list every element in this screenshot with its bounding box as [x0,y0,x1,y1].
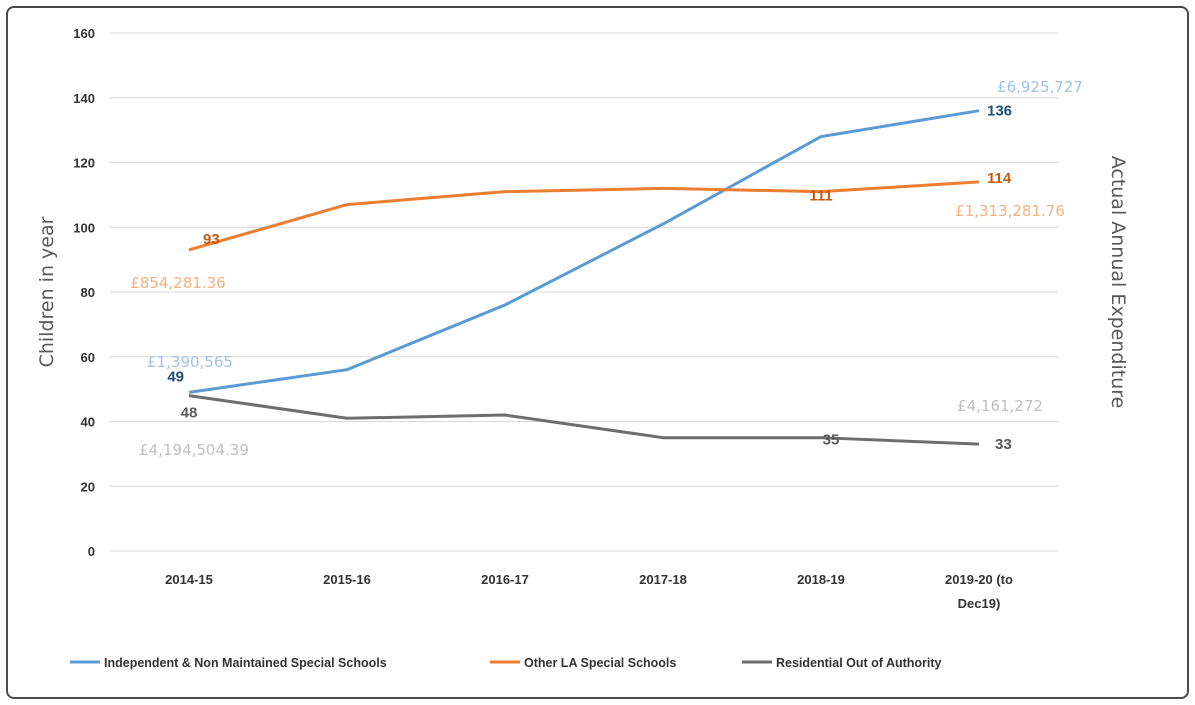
x-tick-label-line: 2016-17 [481,572,529,587]
y-tick-label: 20 [81,479,95,494]
y-tick-label: 140 [73,91,95,106]
y-tick-label: 120 [73,156,95,171]
secondary-axis-title: Actual Annual Expenditure [1107,156,1129,409]
x-tick-label: 2015-16 [323,572,371,587]
data-label: 93 [203,231,220,248]
data-label: 35 [823,432,840,449]
x-axis-ticks: 2014-15 2015-16 2016-17 2017-18 2018-19 2019-… [165,572,1013,611]
expenditure-annotations: £1,390,565 £6,925,727 £854,281.36 £1,313,28… [130,78,1083,459]
series-lines [188,109,980,446]
y-axis-title: Children in year [36,216,58,367]
y-tick-label: 80 [81,285,95,300]
legend-label: Independent & Non Maintained Special Sch… [104,656,387,670]
data-label: 136 [987,103,1012,120]
gridlines [110,32,1058,552]
expenditure-annotation: £4,194,504.39 [139,441,249,459]
expenditure-annotation: £854,281.36 [130,274,225,292]
x-tick-label-line: 2015-16 [323,572,371,587]
data-label: 111 [809,188,832,205]
legend: Independent & Non Maintained Special Sch… [70,656,942,670]
x-tick-label: 2018-19 [797,572,845,587]
data-label: 33 [995,436,1012,453]
legend-label: Residential Out of Authority [776,656,942,670]
x-tick-label: 2019-20 (to Dec19) [945,572,1013,611]
x-tick-label: 2014-15 [165,572,213,587]
data-label: 48 [181,405,198,422]
y-tick-label: 0 [88,544,95,559]
y-tick-label: 60 [81,350,95,365]
series-line-0 [188,109,980,394]
chart-frame [6,6,1189,699]
x-tick-label-line: Dec19) [958,596,1001,611]
x-tick-label-line: 2017-18 [639,572,687,587]
expenditure-annotation: £1,390,565 [147,353,233,371]
y-axis-ticks: 0 20 40 60 80 100 120 140 160 [73,26,95,559]
y-tick-label: 160 [73,26,95,41]
expenditure-annotation: £1,313,281.76 [955,202,1065,220]
data-label: 49 [167,368,184,385]
y-tick-label: 40 [81,415,95,430]
data-label: 114 [987,170,1012,187]
series-line-1 [188,180,980,252]
expenditure-annotation: £6,925,727 [997,78,1083,96]
x-tick-label: 2017-18 [639,572,687,587]
x-tick-label-line: 2014-15 [165,572,213,587]
legend-label: Other LA Special Schools [524,656,676,670]
y-tick-label: 100 [73,220,95,235]
x-tick-label-line: 2019-20 (to [945,572,1013,587]
x-tick-label: 2016-17 [481,572,529,587]
data-labels: 49 136 93 111 114 48 35 33 [167,103,1012,453]
x-tick-label-line: 2018-19 [797,572,845,587]
series-line-2 [188,394,980,446]
expenditure-annotation: £4,161,272 [957,397,1043,415]
